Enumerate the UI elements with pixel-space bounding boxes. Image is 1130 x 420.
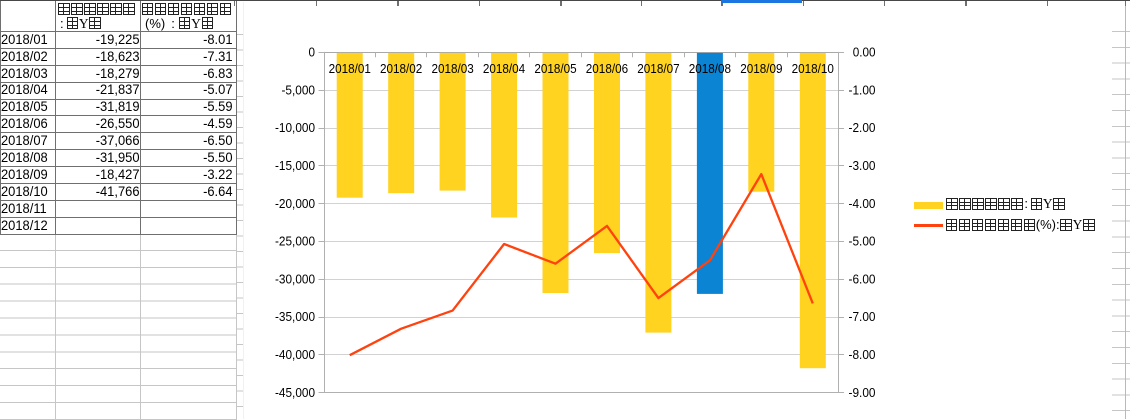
- svg-text:2018/07: 2018/07: [637, 61, 679, 76]
- svg-text:2018/03: 2018/03: [432, 61, 474, 76]
- svg-text:-3.00: -3.00: [849, 158, 876, 173]
- svg-text:2018/05: 2018/05: [534, 61, 576, 76]
- svg-text:-15,000: -15,000: [275, 158, 315, 173]
- svg-text:-4.00: -4.00: [849, 196, 876, 211]
- svg-text:2018/08: 2018/08: [689, 61, 731, 76]
- svg-text:2018/01: 2018/01: [329, 61, 371, 76]
- svg-text:-5,000: -5,000: [282, 82, 316, 97]
- svg-text:2018/06: 2018/06: [586, 61, 628, 76]
- svg-text:-25,000: -25,000: [275, 234, 315, 249]
- svg-text:0: 0: [309, 45, 316, 60]
- svg-text:-20,000: -20,000: [275, 196, 315, 211]
- svg-text:-30,000: -30,000: [275, 271, 315, 286]
- svg-text:2018/04: 2018/04: [483, 61, 525, 76]
- svg-text:-10,000: -10,000: [275, 120, 315, 135]
- svg-text:-9.00: -9.00: [849, 385, 876, 400]
- svg-text:2018/09: 2018/09: [740, 61, 782, 76]
- svg-text:-1.00: -1.00: [849, 82, 876, 97]
- svg-text:-6.00: -6.00: [849, 271, 876, 286]
- svg-text:-7.00: -7.00: [849, 309, 876, 324]
- svg-text:-2.00: -2.00: [849, 120, 876, 135]
- svg-text:0.00: 0.00: [853, 45, 876, 60]
- svg-text:2018/02: 2018/02: [380, 61, 422, 76]
- svg-text:-35,000: -35,000: [275, 309, 315, 324]
- svg-text:-8.00: -8.00: [849, 347, 876, 362]
- svg-text:2018/10: 2018/10: [792, 61, 834, 76]
- svg-text:-5.00: -5.00: [849, 234, 876, 249]
- svg-text:-40,000: -40,000: [275, 347, 315, 362]
- svg-text:-45,000: -45,000: [275, 385, 315, 400]
